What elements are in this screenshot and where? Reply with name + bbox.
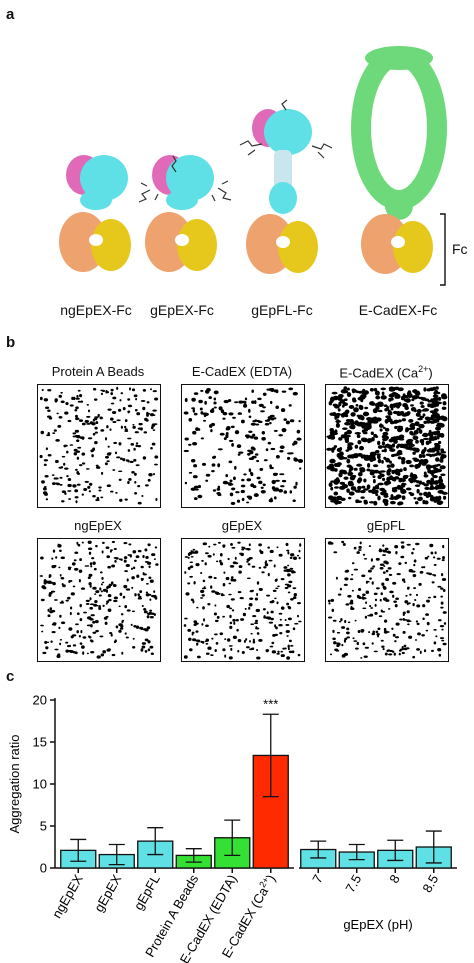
panel-letter-a: a xyxy=(6,6,15,23)
significance-label: *** xyxy=(263,696,278,711)
cadherin-stalk xyxy=(385,192,413,220)
panel-letter-b: b xyxy=(6,334,16,351)
ep-domain-cyan xyxy=(80,155,128,201)
x-tick-label: 7.5 xyxy=(342,872,364,895)
x-axis-group-label: gEpEX (pH) xyxy=(343,917,412,932)
ep-domain-cyan-lower xyxy=(80,190,112,210)
x-tick-label: gEpEX xyxy=(91,872,124,915)
x-tick-label: gEpFL xyxy=(131,872,163,913)
fc-domain-yellow xyxy=(177,219,217,271)
structure-ecadex-fc xyxy=(351,46,447,274)
panel-letter-c: c xyxy=(6,668,15,685)
y-tick-label: 0 xyxy=(40,861,47,876)
x-tick-label: 8 xyxy=(386,872,403,886)
structure-ngepex-fc xyxy=(59,155,131,272)
fc-domain-yellow xyxy=(278,221,318,273)
protein-structures-figure xyxy=(59,46,447,286)
micro-title-protein-a-beads: Protein A Beads xyxy=(51,364,145,379)
glycan-chains xyxy=(239,99,333,159)
ep-domain-cyan-lower xyxy=(166,190,198,210)
y-tick-label: 5 xyxy=(40,819,47,834)
y-tick-label: 20 xyxy=(33,693,47,708)
micro-image-protein-a-beads xyxy=(37,384,161,508)
fc-hole xyxy=(175,234,189,246)
structure-gepfl-fc xyxy=(239,99,333,274)
micro-image-gepex xyxy=(181,538,305,662)
y-axis-label: Aggregation ratio xyxy=(7,734,22,833)
micro-title-ngepex: ngEpEX xyxy=(74,518,122,533)
micro-title-gepfl: gEpFL xyxy=(366,518,406,533)
micro-image-gepfl xyxy=(325,538,449,662)
label-ecadex-fc: E-CadEX-Fc xyxy=(358,302,438,318)
ep-domain-cyan xyxy=(264,109,312,155)
cadherin-top xyxy=(365,46,433,70)
x-tick-label: ngEpEX xyxy=(49,872,86,921)
micro-image-ecadex-ca xyxy=(325,384,449,508)
ep-domain-cyan xyxy=(166,155,214,201)
fc-bracket xyxy=(440,213,446,286)
glycan-chains xyxy=(138,155,232,203)
y-tick-label: 10 xyxy=(33,777,47,792)
micro-title-gepex: gEpEX xyxy=(221,518,263,533)
fc-label: Fc xyxy=(452,241,468,257)
label-gepfl-fc: gEpFL-Fc xyxy=(251,302,313,318)
fc-domain-yellow xyxy=(393,221,433,273)
x-tick-label: 7 xyxy=(309,872,326,886)
cadherin-ring xyxy=(351,46,447,210)
label-gepex-fc: gEpEX-Fc xyxy=(150,302,214,318)
structure-gepex-fc xyxy=(138,155,232,272)
ep-domain-cyan-lower xyxy=(269,182,297,214)
aggregation-ratio-chart: Aggregation ratio 0 5 10 15 20 ngEpEX gEpEX gEpF… xyxy=(7,693,457,963)
fc-hole xyxy=(391,236,405,248)
x-tick-label: 8.5 xyxy=(419,872,441,895)
micro-title-ecadex-edta: E-CadEX (EDTA) xyxy=(191,364,293,379)
micro-image-ecadex-edta xyxy=(181,384,305,508)
micro-title-ecadex-ca: E-CadEX (Ca2+) xyxy=(339,364,433,381)
label-ngepex-fc: ngEpEX-Fc xyxy=(60,302,132,318)
y-tick-label: 15 xyxy=(33,735,47,750)
micro-image-ngepex xyxy=(37,538,161,662)
fc-domain-yellow xyxy=(91,219,131,271)
fc-hole xyxy=(89,234,103,246)
fc-hole xyxy=(276,236,290,248)
